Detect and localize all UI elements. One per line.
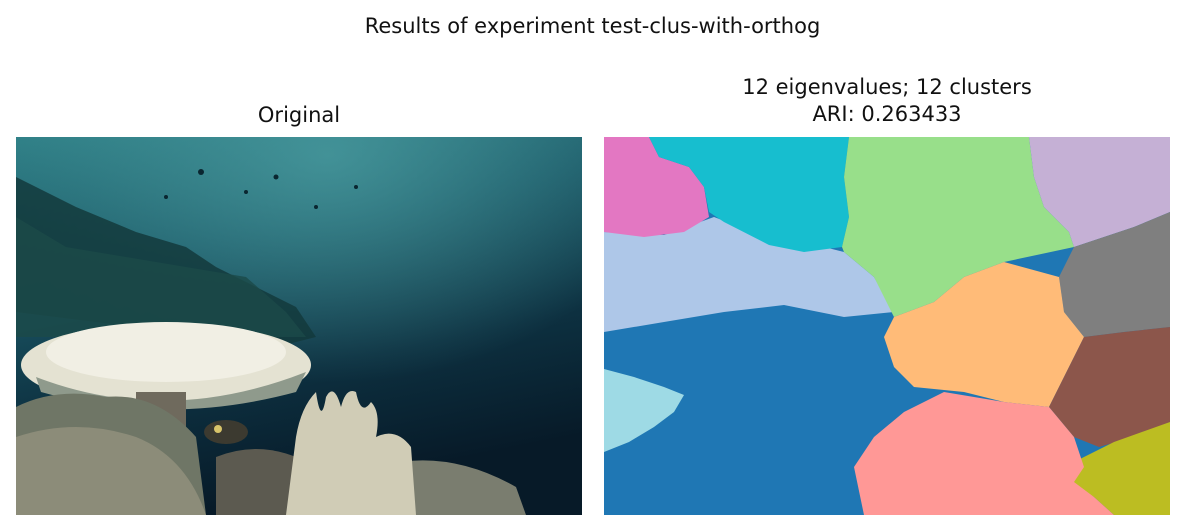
segment-cyan [649,137,849,252]
original-image [16,137,582,515]
segment-salmon [854,392,1114,515]
segment-olive [1069,422,1170,515]
segmentation-image [604,137,1170,515]
segment-lavender [1029,137,1170,247]
segment-pale-cyan [604,369,684,452]
segment-light-blue [604,217,894,332]
segment-light-green [842,137,1074,317]
segment-orange [884,262,1084,407]
segment-brown [1049,327,1170,447]
figure-title: Results of experiment test-clus-with-ort… [364,14,821,38]
segment-gray [1059,212,1170,337]
cluster-map [604,137,1170,515]
segmentation-panel-title: 12 eigenvalues; 12 clusters ARI: 0.26343… [604,74,1170,128]
segmentation-title-line2: ARI: 0.263433 [812,102,962,126]
segment-pink [604,137,709,237]
original-panel-title: Original [257,103,341,127]
segmentation-title-line1: 12 eigenvalues; 12 clusters [742,75,1032,99]
coral-reef-photo [16,137,582,515]
